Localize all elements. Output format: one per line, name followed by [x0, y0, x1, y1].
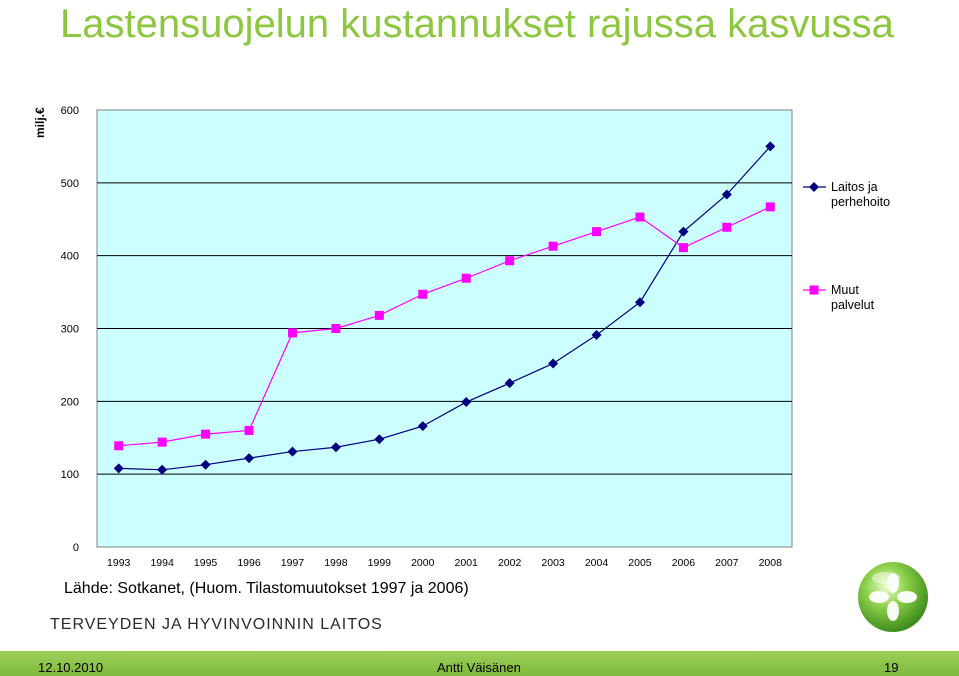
x-tick-label: 1994 — [150, 557, 174, 569]
data-point-marker — [678, 226, 689, 237]
data-point-marker — [765, 202, 775, 212]
data-point-marker — [591, 330, 602, 341]
legend-label: Laitos ja perhehoito — [831, 180, 890, 209]
data-point-marker — [331, 324, 341, 333]
x-tick-label: 2007 — [715, 557, 739, 569]
series-line — [118, 146, 771, 471]
data-point-marker — [548, 358, 559, 369]
data-point-marker — [418, 289, 428, 299]
data-point-marker — [287, 446, 298, 457]
data-point-marker — [200, 459, 211, 470]
data-point-marker — [287, 328, 297, 338]
legend: Laitos ja perhehoito Muut palvelut — [803, 180, 890, 312]
footer-bar: 12.10.2010 Antti Väisänen 19 — [0, 651, 959, 676]
data-point-marker — [201, 429, 211, 439]
data-point-marker — [635, 212, 645, 222]
x-tick-label: 2008 — [759, 557, 783, 569]
data-point-marker — [461, 397, 472, 408]
page-title: Lastensuojelun kustannukset rajussa kasv… — [60, 2, 894, 46]
data-point-marker — [634, 297, 645, 308]
data-point-marker — [765, 141, 776, 152]
data-point-marker — [157, 464, 168, 475]
data-point-marker — [374, 310, 384, 320]
logo-globe-icon — [858, 562, 928, 632]
data-point-marker — [157, 437, 167, 447]
data-point-marker — [722, 222, 732, 232]
x-tick-label: 1993 — [107, 557, 131, 569]
x-tick-label: 1995 — [194, 557, 218, 569]
x-tick-label: 2004 — [585, 557, 609, 569]
data-point-marker — [114, 441, 124, 451]
data-point-marker — [592, 227, 602, 237]
data-point-marker — [244, 453, 255, 464]
series-line — [118, 206, 771, 447]
data-point-marker — [374, 434, 385, 445]
data-point-marker — [678, 243, 688, 253]
y-tick-label: 200 — [61, 396, 79, 408]
legend-label: Muut palvelut — [831, 283, 875, 312]
data-point-marker — [505, 256, 515, 266]
footer-author: Antti Väisänen — [437, 660, 521, 675]
x-tick-label: 1997 — [281, 557, 305, 569]
footer-page-number: 19 — [884, 660, 899, 675]
y-tick-label: 100 — [61, 469, 79, 481]
footer-date: 12.10.2010 — [38, 660, 104, 675]
line-chart: 0 100 200 300 400 500 600 1993 1994 1995 1996 1997… — [61, 105, 890, 569]
data-point-marker — [113, 463, 124, 474]
organization-name: TERVEYDEN JA HYVINVOINNIN LAITOS — [50, 616, 383, 633]
y-tick-label: 600 — [61, 105, 79, 117]
y-tick-label: 300 — [61, 324, 79, 336]
y-tick-labels: 0 100 200 300 400 500 600 — [61, 105, 79, 554]
data-point-marker — [417, 421, 428, 432]
x-tick-labels: 1993 1994 1995 1996 1997 1998 1999 2000 2001 2002… — [107, 557, 782, 569]
grid-lines — [97, 182, 792, 475]
y-tick-label: 0 — [73, 542, 79, 554]
x-tick-label: 1998 — [324, 557, 348, 569]
x-tick-label: 2003 — [541, 557, 565, 569]
x-tick-label: 2005 — [628, 557, 652, 569]
x-tick-label: 1999 — [368, 557, 392, 569]
legend-marker — [809, 182, 819, 192]
x-tick-label: 2002 — [498, 557, 522, 569]
x-tick-label: 2001 — [455, 557, 479, 569]
source-note: Lähde: Sotkanet, (Huom. Tilastomuutokset… — [64, 580, 469, 597]
y-tick-label: 500 — [61, 178, 79, 190]
data-point-marker — [721, 189, 732, 200]
data-point-marker — [244, 425, 254, 435]
series-markers — [113, 141, 776, 475]
data-point-marker — [461, 273, 471, 283]
x-tick-label: 1996 — [237, 557, 261, 569]
series-lines — [118, 146, 771, 471]
data-point-marker — [330, 442, 341, 453]
y-tick-label: 400 — [61, 251, 79, 263]
legend-marker — [809, 285, 819, 295]
x-tick-label: 2000 — [411, 557, 435, 569]
data-point-marker — [504, 378, 515, 389]
data-point-marker — [548, 241, 558, 251]
x-tick-label: 2006 — [672, 557, 696, 569]
